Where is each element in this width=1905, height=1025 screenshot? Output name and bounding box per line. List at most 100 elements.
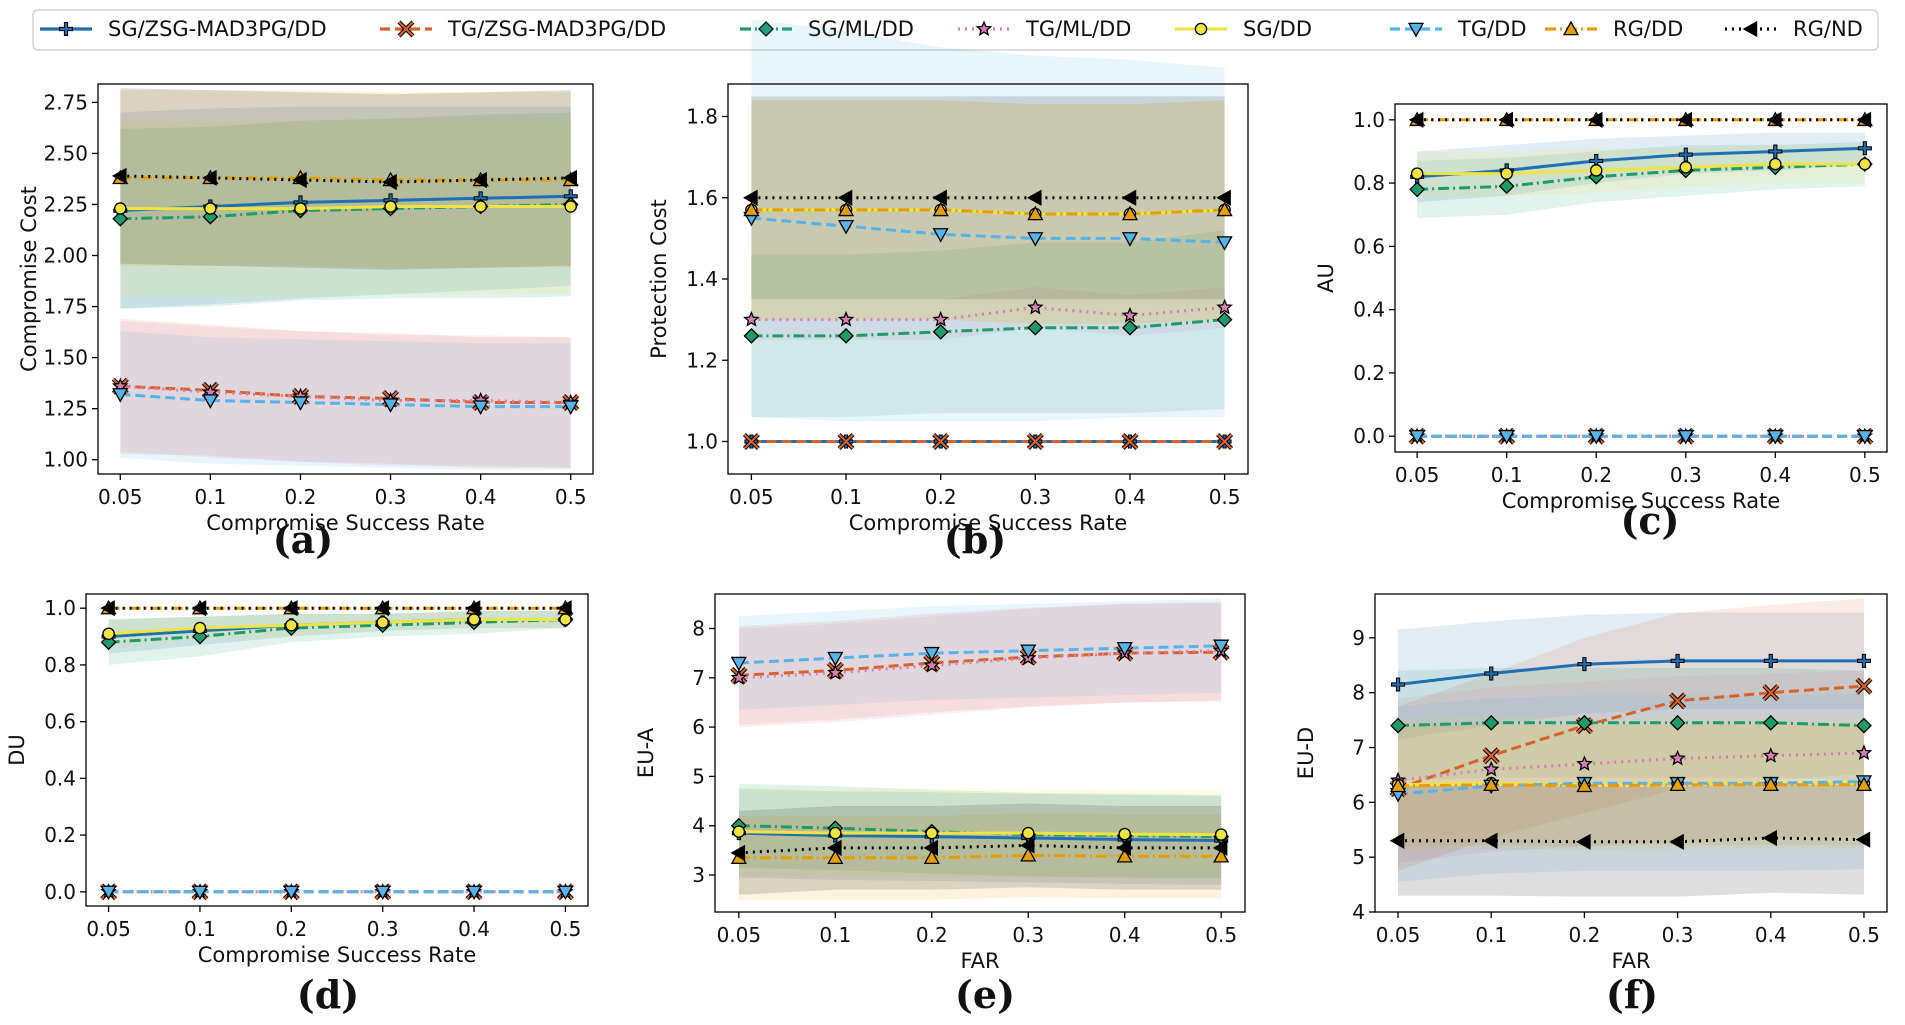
plot-frame bbox=[1394, 103, 1888, 453]
data-point bbox=[384, 200, 397, 213]
data-point bbox=[1213, 639, 1230, 655]
y-tick-label: 7 bbox=[692, 666, 705, 690]
band-TG/DD bbox=[120, 331, 571, 470]
data-point bbox=[1855, 831, 1871, 848]
series-line-SG/ML/DD bbox=[1417, 162, 1865, 191]
y-tick-label: 1.25 bbox=[43, 397, 88, 421]
data-point bbox=[923, 849, 940, 865]
x-tick-label: 0.5 bbox=[1205, 923, 1237, 947]
data-point bbox=[283, 885, 300, 901]
data-point bbox=[1212, 839, 1228, 857]
x-tick-label: 0.1 bbox=[819, 923, 851, 947]
x-tick-label: 0.4 bbox=[1109, 923, 1141, 947]
y-axis-label: EU-D bbox=[1294, 727, 1318, 779]
y-tick-label: 5 bbox=[692, 764, 705, 788]
y-tick-label: 0.8 bbox=[44, 653, 76, 677]
x-axis-label: Compromise Success Rate bbox=[206, 511, 485, 535]
data-point bbox=[1026, 189, 1042, 206]
series-line-SG/ML/DD bbox=[751, 318, 1225, 338]
y-tick-label: 4 bbox=[692, 814, 705, 838]
data-point bbox=[932, 189, 947, 206]
band-TG/ZSG-MAD3PG/DD bbox=[738, 602, 1222, 725]
data-point bbox=[1408, 111, 1424, 128]
band-TG/DD bbox=[1398, 693, 1864, 882]
data-point bbox=[732, 825, 746, 838]
confidence-bands bbox=[738, 598, 1222, 900]
legend-label: RG/DD bbox=[1613, 17, 1683, 41]
data-point bbox=[1116, 641, 1133, 657]
x-tick-label: 0.1 bbox=[184, 917, 216, 941]
data-point bbox=[1483, 776, 1500, 792]
data-point bbox=[1856, 717, 1872, 734]
data-point-fill bbox=[1671, 654, 1684, 667]
legend-marker bbox=[1407, 22, 1425, 38]
data-point bbox=[1116, 839, 1131, 857]
y-tick-label: 6 bbox=[1352, 790, 1365, 814]
x-axis-label: FAR bbox=[1611, 949, 1650, 973]
series-line-SG/ML/DD bbox=[1397, 721, 1865, 728]
y-axis-label: AU bbox=[1314, 263, 1338, 293]
data-point bbox=[1122, 319, 1138, 336]
data-point bbox=[1020, 846, 1037, 862]
data-point bbox=[837, 189, 853, 206]
x-tick-label: 0.2 bbox=[275, 917, 307, 941]
band-TG/ML/DD bbox=[120, 320, 571, 468]
data-point bbox=[1576, 777, 1593, 793]
y-axis-label: DU bbox=[5, 734, 29, 766]
data-point-fill bbox=[1578, 658, 1591, 671]
panel-label: (e) bbox=[955, 972, 1015, 1017]
series-line-RG/DD bbox=[120, 176, 571, 182]
x-tick-label: 0.1 bbox=[1491, 463, 1523, 487]
series-line-TG/DD bbox=[1397, 780, 1865, 796]
legend-label: TG/ZSG-MAD3PG/DD bbox=[447, 17, 666, 41]
y-tick-label: 9 bbox=[1352, 626, 1365, 650]
legend-item: TG/ZSG-MAD3PG/DD bbox=[380, 17, 666, 41]
panels: 1.001.251.501.752.002.252.502.750.05 0.1 0… bbox=[5, 19, 1888, 1017]
chart-panel-d: 0.0 0.2 0.4 0.6 0.8 1.0 0.05 0.1 0.2 0.3 0.4 0.5 Com… bbox=[5, 593, 589, 1017]
data-point bbox=[294, 202, 307, 215]
data-point bbox=[1121, 306, 1139, 323]
legend-marker-fill bbox=[398, 21, 414, 37]
legend-item: SG/DD bbox=[1175, 17, 1312, 41]
series-line-SG/ZSG-MAD3PG/DD bbox=[1416, 146, 1865, 179]
y-tick-label: 5 bbox=[1352, 845, 1365, 869]
band-RG/ND bbox=[738, 803, 1222, 895]
data-point bbox=[114, 202, 127, 215]
data-point-fill bbox=[1122, 433, 1138, 450]
data-point bbox=[562, 169, 577, 187]
y-tick-label: 1.6 bbox=[686, 186, 718, 210]
data-point bbox=[111, 167, 127, 184]
data-point bbox=[1762, 714, 1779, 731]
data-point bbox=[1856, 111, 1872, 128]
panel-label: (a) bbox=[273, 517, 334, 562]
y-tick-label: 0.0 bbox=[1353, 424, 1385, 448]
data-point bbox=[1483, 760, 1500, 777]
legend-label: TG/DD bbox=[1457, 17, 1527, 41]
data-point bbox=[1769, 157, 1782, 171]
legend-label: TG/ML/DD bbox=[1025, 17, 1131, 41]
data-point bbox=[382, 173, 397, 191]
series-line-TG/ML/DD bbox=[120, 384, 571, 404]
data-point bbox=[932, 201, 949, 217]
data-point bbox=[1214, 828, 1228, 841]
band-TG/ML/DD bbox=[1398, 670, 1864, 863]
data-point bbox=[1500, 167, 1513, 180]
data-point bbox=[102, 627, 115, 640]
series-line-SG/ZSG-MAD3PG/DD bbox=[738, 831, 1222, 842]
data-point bbox=[827, 849, 844, 865]
y-tick-label: 0.8 bbox=[1353, 171, 1385, 195]
series-line-TG/DD bbox=[751, 216, 1225, 244]
y-tick-label: 0.6 bbox=[44, 710, 76, 734]
panel-label: (b) bbox=[944, 517, 1007, 562]
data-point bbox=[1216, 189, 1231, 206]
data-point-fill bbox=[1764, 654, 1777, 667]
x-axis-label: Compromise Success Rate bbox=[198, 943, 477, 967]
data-point bbox=[1858, 157, 1872, 171]
data-point-fill bbox=[1857, 654, 1870, 667]
legend-item: TG/ML/DD bbox=[958, 17, 1131, 41]
data-point bbox=[1589, 164, 1603, 177]
plot-frame bbox=[1374, 593, 1888, 913]
data-point bbox=[1390, 717, 1406, 734]
legend: SG/ZSG-MAD3PG/DD TG/ZSG-MAD3PG/DD SG/ML/DD… bbox=[32, 9, 1879, 51]
data-point bbox=[1019, 837, 1035, 854]
